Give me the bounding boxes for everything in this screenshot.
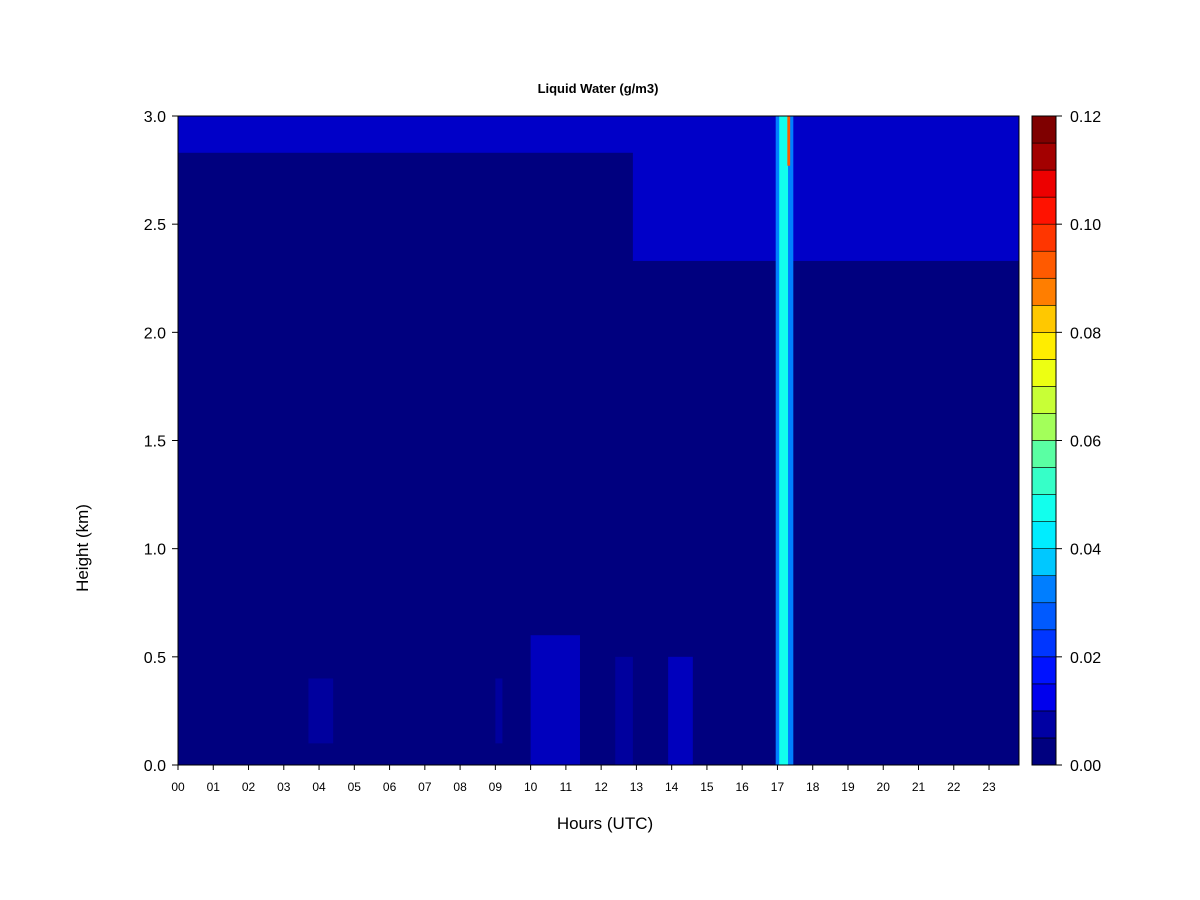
x-axis-label: Hours (UTC) (557, 814, 653, 833)
colorbar-swatch-8 (1031, 521, 1057, 549)
x-tick-label-11: 11 (560, 780, 573, 794)
heatmap-low-patch-6 (495, 678, 503, 744)
colorbar-swatch-16 (1031, 304, 1057, 333)
colorbar-swatch-4 (1031, 629, 1057, 658)
x-tick-label-00: 00 (171, 780, 185, 794)
x-tick-label-07: 07 (418, 780, 432, 794)
x-tick-label-15: 15 (700, 780, 714, 794)
colorbar-swatch-7 (1031, 548, 1057, 577)
x-tick-label-23: 23 (982, 780, 996, 794)
colorbar-swatch-17 (1031, 277, 1057, 306)
colorbar-swatch-12 (1031, 413, 1057, 441)
colorbar-swatch-0 (1031, 737, 1057, 766)
x-tick-label-14: 14 (665, 780, 679, 794)
x-tick-label-18: 18 (806, 780, 820, 794)
colorbar-swatch-11 (1031, 440, 1057, 468)
plot-area (177, 115, 1020, 766)
y-tick-label-0: 0.0 (144, 758, 166, 775)
x-tick-label-03: 03 (277, 780, 291, 794)
heatmap-low-patch-9 (668, 656, 693, 765)
heatmap-low-patch-8 (615, 656, 633, 765)
y-tick-label-3: 1.5 (144, 434, 166, 451)
colorbar-swatch-23 (1031, 115, 1057, 144)
y-tick-label-1: 0.5 (144, 650, 166, 667)
colorbar: 0.00 0.02 0.04 0.06 0.08 0.10 0.12 (1031, 109, 1101, 775)
colorbar-swatch-3 (1031, 656, 1057, 685)
colorbar-swatch-13 (1031, 386, 1057, 414)
x-tick-label-09: 09 (489, 780, 503, 794)
x-tick-label-20: 20 (877, 780, 891, 794)
y-tick-label-6: 3.0 (144, 109, 166, 126)
y-tick-label-2: 1.0 (144, 542, 166, 559)
colorbar-swatch-22 (1031, 142, 1057, 171)
colorbar-swatch-21 (1031, 169, 1057, 198)
colorbar-tick-label-0: 0.00 (1070, 758, 1101, 775)
heatmap-cloud-layer-1 (632, 116, 1019, 261)
colorbar-swatch-10 (1031, 467, 1057, 495)
heatmap-precip-core-3 (779, 116, 789, 765)
heatmap-precip-peak-4 (787, 116, 791, 166)
x-tick-label-13: 13 (630, 780, 644, 794)
colorbar-swatch-15 (1031, 332, 1057, 360)
x-tick-label-04: 04 (312, 780, 326, 794)
colorbar-tick-label-3: 0.06 (1070, 434, 1101, 451)
y-tick-label-4: 2.0 (144, 325, 166, 342)
heatmap-low-patch-7 (530, 635, 580, 765)
colorbar-swatch-6 (1031, 575, 1057, 604)
y-axis-label: Height (km) (73, 504, 92, 592)
colorbar-tick-label-6: 0.12 (1070, 109, 1101, 126)
colorbar-swatch-20 (1031, 196, 1057, 225)
y-axis: 0.0 0.5 1.0 1.5 2.0 2.5 3.0 (144, 109, 178, 775)
y-tick-label-5: 2.5 (144, 217, 166, 234)
x-tick-label-21: 21 (912, 780, 926, 794)
colorbar-tick-label-1: 0.02 (1070, 650, 1101, 667)
colorbar-swatch-1 (1031, 710, 1057, 739)
colorbar-swatch-2 (1031, 683, 1057, 712)
x-tick-label-02: 02 (242, 780, 256, 794)
x-tick-label-22: 22 (947, 780, 961, 794)
x-tick-label-17: 17 (771, 780, 785, 794)
x-tick-label-10: 10 (524, 780, 538, 794)
x-tick-label-12: 12 (594, 780, 608, 794)
x-tick-label-05: 05 (348, 780, 362, 794)
colorbar-swatch-18 (1031, 250, 1057, 279)
colorbar-tick-label-2: 0.04 (1070, 542, 1101, 559)
colorbar-swatch-5 (1031, 602, 1057, 631)
x-tick-label-08: 08 (453, 780, 467, 794)
heatmap-low-patch-5 (308, 678, 334, 744)
x-tick-label-06: 06 (383, 780, 397, 794)
x-axis: 00 01 02 03 04 05 06 07 08 09 10 11 12 13 14 15 16 17 18 19… (171, 765, 996, 794)
colorbar-tick-label-5: 0.10 (1070, 217, 1101, 234)
x-tick-label-16: 16 (736, 780, 750, 794)
x-tick-label-01: 01 (207, 780, 221, 794)
colorbar-tick-label-4: 0.08 (1070, 325, 1101, 342)
colorbar-swatch-14 (1031, 359, 1057, 387)
colorbar-swatch-9 (1031, 494, 1057, 522)
chart-title: Liquid Water (g/m3) (538, 81, 659, 96)
colorbar-swatch-19 (1031, 223, 1057, 252)
x-tick-label-19: 19 (841, 780, 855, 794)
